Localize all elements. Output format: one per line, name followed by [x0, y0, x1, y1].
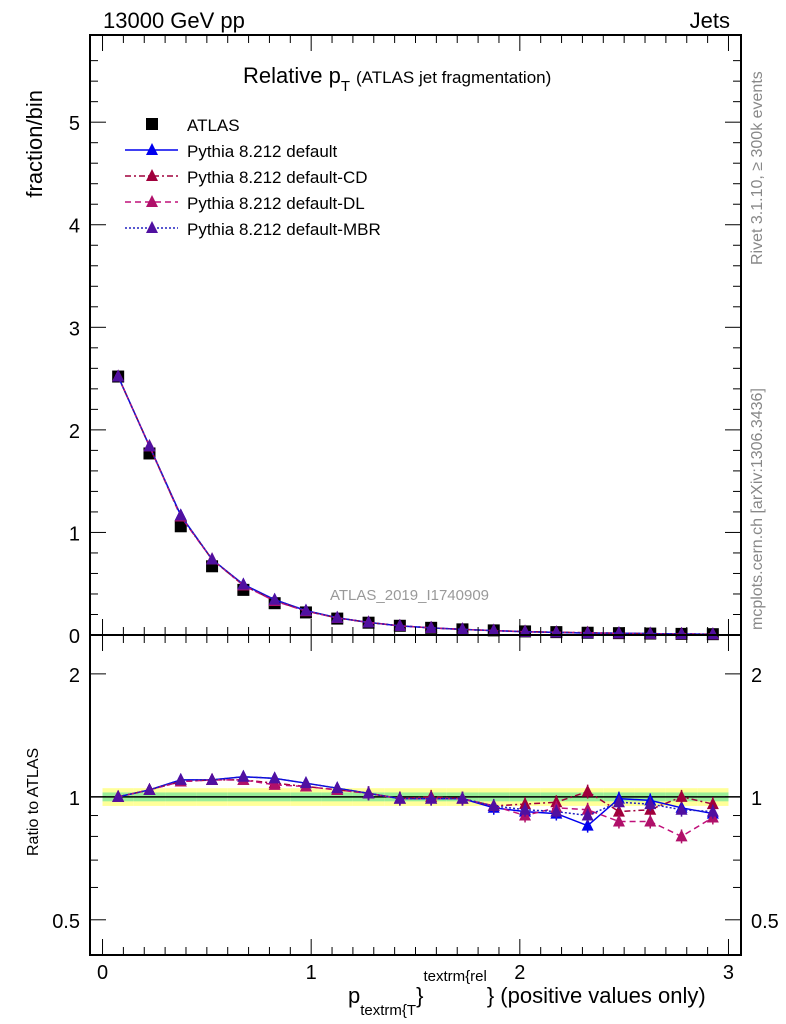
y-tick-label: 0	[69, 626, 80, 648]
x-tick-label: 3	[723, 962, 734, 984]
y-tick-label: 5	[69, 113, 80, 135]
mc-point-main	[206, 552, 219, 565]
mc-point-ratio	[112, 789, 125, 802]
mc-point-ratio	[206, 772, 219, 785]
legend-label: Pythia 8.212 default-CD	[187, 168, 368, 187]
mc-point-ratio	[581, 808, 594, 821]
mc-point-main	[362, 615, 375, 628]
ratio-tick-label: 2	[69, 665, 80, 687]
legend-marker-atlas	[146, 118, 158, 130]
x-axis-label: ptextrm{T}textrm{rel} (positive values o…	[348, 968, 706, 1019]
y-axis-label: fraction/bin	[22, 90, 47, 198]
ratio-tick-label-right: 0.5	[751, 911, 779, 933]
mc-point-ratio	[456, 791, 469, 804]
mc-point-main	[237, 577, 250, 590]
legend-label: ATLAS	[187, 116, 240, 135]
ratio-tick-label: 1	[69, 788, 80, 810]
legend-label: Pythia 8.212 default-MBR	[187, 220, 381, 239]
atlas-data-point	[174, 520, 187, 533]
mc-point-main	[331, 610, 344, 623]
mc-point-main	[143, 439, 156, 452]
ratio-tick-label: 0.5	[52, 911, 80, 933]
chart-title: Relative pT (ATLAS jet fragmentation)	[243, 63, 551, 95]
y-tick-label: 2	[69, 421, 80, 443]
mc-point-main	[425, 620, 438, 633]
y-tick-label: 4	[69, 216, 80, 238]
mc-point-ratio	[612, 795, 625, 808]
header-right: Jets	[690, 8, 730, 33]
mc-point-main	[487, 623, 500, 636]
mc-point-ratio	[675, 802, 688, 815]
ratio-y-axis-label: Ratio to ATLAS	[25, 748, 42, 856]
mc-point-ratio	[644, 797, 657, 810]
mc-point-ratio	[612, 814, 625, 827]
y-tick-label: 1	[69, 523, 80, 545]
x-tick-label: 2	[514, 962, 525, 984]
y-tick-label: 3	[69, 318, 80, 340]
mc-point-ratio	[675, 829, 688, 842]
mc-point-ratio	[143, 782, 156, 795]
legend-marker	[146, 221, 158, 233]
x-tick-label: 0	[97, 962, 108, 984]
mc-point-ratio	[299, 776, 312, 789]
mc-point-ratio	[706, 804, 719, 817]
mc-point-ratio	[581, 818, 594, 831]
mc-point-ratio	[706, 797, 719, 810]
mc-point-ratio	[331, 781, 344, 794]
legend-label: Pythia 8.212 default	[187, 142, 338, 161]
mc-point-main	[706, 627, 719, 640]
mc-point-ratio	[393, 791, 406, 804]
mc-point-ratio	[550, 804, 563, 817]
mc-point-main	[268, 592, 281, 605]
analysis-watermark: ATLAS_2019_I1740909	[330, 587, 489, 604]
legend-marker	[146, 143, 158, 155]
legend-label: Pythia 8.212 default-DL	[187, 194, 365, 213]
mc-point-main	[174, 508, 187, 521]
mc-point-ratio	[174, 772, 187, 785]
mc-point-main	[456, 622, 469, 635]
ratio-tick-label-right: 1	[751, 788, 762, 810]
legend-marker	[146, 195, 158, 207]
mc-point-ratio	[581, 784, 594, 797]
x-tick-label: 1	[306, 962, 317, 984]
mc-point-ratio	[425, 791, 438, 804]
mc-point-main	[112, 369, 125, 382]
mc-point-ratio	[268, 777, 281, 790]
mc-point-ratio	[675, 789, 688, 802]
header-left: 13000 GeV pp	[103, 8, 245, 33]
legend: Pythia 8.212 default Pythia 8.212 default…	[125, 116, 381, 239]
rivet-version-label: Rivet 3.1.10, ≥ 300k events	[749, 71, 766, 265]
mc-point-ratio	[644, 814, 657, 827]
ratio-tick-label-right: 2	[751, 665, 762, 687]
mc-point-ratio	[612, 804, 625, 817]
mc-point-ratio	[268, 771, 281, 784]
legend-marker	[146, 169, 158, 181]
mc-point-ratio	[519, 802, 532, 815]
mc-point-main	[299, 603, 312, 616]
mc-point-main	[393, 618, 406, 631]
mc-curve-ratio	[118, 775, 713, 817]
mcplots-label: mcplots.cern.ch [arXiv:1306.3436]	[749, 388, 766, 630]
mc-point-main	[519, 624, 532, 637]
mc-point-ratio	[487, 798, 500, 811]
mc-point-ratio	[362, 786, 375, 799]
mc-point-ratio	[237, 769, 250, 782]
